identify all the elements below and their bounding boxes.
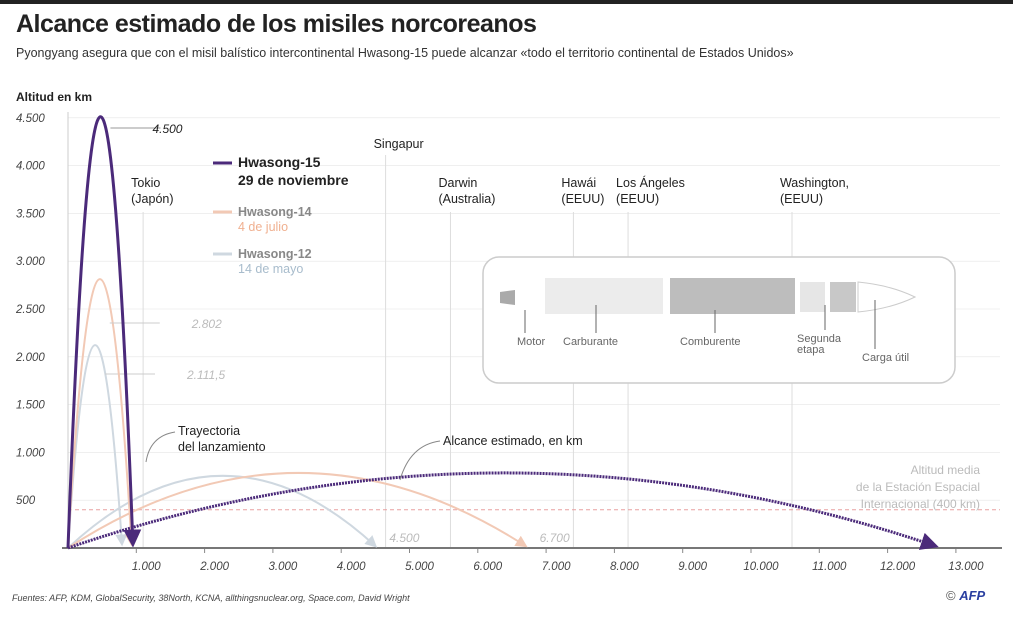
launch-annotation: del lanzamiento bbox=[178, 440, 266, 454]
range-annotation-leader bbox=[399, 440, 441, 481]
x-tick-label: 11.000 bbox=[812, 561, 847, 573]
range-label: 4.500 bbox=[389, 531, 419, 545]
range-arc-h14 bbox=[67, 472, 528, 549]
apogee-label: 2.802 bbox=[191, 317, 222, 331]
city-name: Tokio bbox=[131, 176, 160, 190]
x-tick-label: 2.000 bbox=[199, 561, 229, 573]
y-axis-label: Altitud en km bbox=[16, 90, 93, 104]
x-tick-label: 7.000 bbox=[542, 561, 571, 573]
rocket-part-label: Motor bbox=[517, 336, 545, 348]
city-country: (EEUU) bbox=[616, 192, 659, 206]
top-bar bbox=[0, 0, 1013, 4]
apogee-label: 2.111,5 bbox=[186, 368, 226, 382]
city-name: Singapur bbox=[374, 137, 424, 151]
second-stage-tank bbox=[830, 282, 856, 312]
city-name: Washington, bbox=[780, 176, 849, 190]
city-country: (EEUU) bbox=[561, 192, 604, 206]
afp-credit: © AFP bbox=[946, 588, 986, 603]
y-tick-label: 2.500 bbox=[15, 304, 45, 316]
chart-subtitle: Pyongyang asegura que con el misil balís… bbox=[16, 46, 794, 60]
city-country: (Australia) bbox=[438, 192, 495, 206]
iss-label: Altitud media bbox=[911, 463, 981, 477]
x-tick-label: 5.000 bbox=[405, 561, 434, 573]
chart-title: Alcance estimado de los misiles norcorea… bbox=[16, 10, 537, 38]
y-tick-label: 2.000 bbox=[15, 352, 45, 364]
iss-label: de la Estación Espacial bbox=[856, 480, 980, 494]
y-tick-label: 3.000 bbox=[16, 256, 45, 268]
legend-name: Hwasong-12 bbox=[238, 247, 312, 261]
legend-date: 14 de mayo bbox=[238, 262, 303, 276]
rocket-part-label: Carga útil bbox=[862, 352, 909, 364]
legend-name: Hwasong-14 bbox=[238, 205, 312, 219]
y-tick-label: 1.500 bbox=[16, 400, 45, 412]
x-tick-label: 8.000 bbox=[610, 561, 639, 573]
launch-annotation-leader bbox=[145, 431, 176, 463]
range-label: 6.700 bbox=[540, 531, 570, 545]
apogee-label: 4.500 bbox=[152, 122, 182, 136]
y-tick-label: 4.500 bbox=[16, 113, 45, 125]
range-annotation: Alcance estimado, en km bbox=[443, 434, 583, 448]
rocket-part-label: Segunda bbox=[797, 333, 842, 345]
range-arc-h12 bbox=[67, 474, 378, 549]
city-name: Darwin bbox=[438, 176, 477, 190]
legend-date: 4 de julio bbox=[238, 220, 288, 234]
sources-footer: Fuentes: AFP, KDM, GlobalSecurity, 38Nor… bbox=[12, 593, 410, 603]
x-tick-label: 10.000 bbox=[743, 561, 779, 573]
y-tick-label: 500 bbox=[16, 495, 36, 507]
payload-nose bbox=[857, 281, 917, 313]
x-tick-label: 1.000 bbox=[132, 561, 161, 573]
lofted-trajectory-h15 bbox=[66, 115, 142, 549]
afp-logo: AFP bbox=[959, 588, 986, 603]
city-country: (Japón) bbox=[131, 192, 173, 206]
y-tick-label: 3.500 bbox=[16, 208, 45, 220]
y-tick-label: 4.000 bbox=[16, 161, 45, 173]
city-country: (EEUU) bbox=[780, 192, 823, 206]
rocket-part-label: etapa bbox=[797, 344, 825, 356]
x-tick-label: 3.000 bbox=[269, 561, 298, 573]
launch-annotation: Trayectoria bbox=[178, 424, 240, 438]
rocket-part-label: Carburante bbox=[563, 336, 618, 348]
city-name: Hawái bbox=[561, 176, 596, 190]
legend-name: Hwasong-15 bbox=[238, 154, 321, 170]
city-name: Los Ángeles bbox=[616, 175, 685, 190]
x-tick-label: 6.000 bbox=[473, 561, 502, 573]
rocket-part-label: Comburente bbox=[680, 336, 741, 348]
x-tick-label: 4.000 bbox=[337, 561, 366, 573]
range-arc-h15 bbox=[67, 471, 939, 550]
x-tick-label: 13.000 bbox=[948, 561, 984, 573]
y-tick-label: 1.000 bbox=[16, 447, 45, 459]
rocket-diagram-box bbox=[482, 256, 956, 384]
lofted-trajectory-h12 bbox=[67, 344, 128, 549]
x-tick-label: 12.000 bbox=[880, 561, 916, 573]
second-stage bbox=[800, 282, 825, 312]
motor-shape bbox=[500, 290, 515, 305]
fuel-tank bbox=[545, 278, 663, 314]
legend-date: 29 de noviembre bbox=[238, 172, 349, 188]
iss-label: Internacional (400 km) bbox=[861, 497, 980, 511]
oxidizer-tank bbox=[670, 278, 795, 314]
lofted-trajectory-h14 bbox=[67, 278, 137, 549]
x-tick-label: 9.000 bbox=[678, 561, 707, 573]
